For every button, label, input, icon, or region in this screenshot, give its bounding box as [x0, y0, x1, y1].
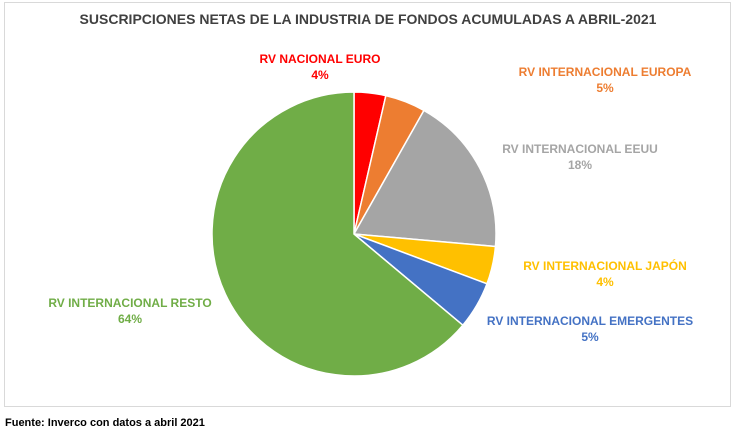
label-rv-internacional-europa-pct: 5%	[596, 81, 614, 95]
source-note: Fuente: Inverco con datos a abril 2021	[5, 417, 205, 429]
label-rv-internacional-eeuu: RV INTERNACIONAL EEUU 18%	[485, 141, 675, 173]
label-rv-internacional-emergentes-pct: 5%	[581, 330, 599, 344]
label-rv-internacional-eeuu-pct: 18%	[567, 158, 593, 172]
label-rv-internacional-europa: RV INTERNACIONAL EUROPA 5%	[500, 64, 710, 96]
pie-slice-rv-internacional-resto	[211, 91, 464, 377]
chart-title: SUSCRIPCIONES NETAS DE LA INDUSTRIA DE F…	[79, 11, 657, 27]
label-rv-internacional-resto-pct: 64%	[117, 312, 143, 326]
label-rv-internacional-eeuu-name: RV INTERNACIONAL EEUU	[502, 142, 658, 156]
label-rv-internacional-resto: RV INTERNACIONAL RESTO 64%	[35, 295, 225, 327]
label-rv-nacional-euro-name: RV NACIONAL EURO	[259, 52, 381, 66]
label-rv-internacional-europa-name: RV INTERNACIONAL EUROPA	[518, 65, 692, 79]
label-rv-internacional-japon-name: RV INTERNACIONAL JAPÓN	[523, 259, 687, 273]
label-rv-internacional-emergentes-name: RV INTERNACIONAL EMERGENTES	[486, 314, 694, 328]
label-rv-nacional-euro-pct: 4%	[311, 68, 329, 82]
label-rv-internacional-japon: RV INTERNACIONAL JAPÓN 4%	[505, 258, 705, 290]
label-rv-nacional-euro: RV NACIONAL EURO 4%	[230, 51, 410, 83]
label-rv-internacional-resto-name: RV INTERNACIONAL RESTO	[48, 296, 212, 310]
label-rv-internacional-emergentes: RV INTERNACIONAL EMERGENTES 5%	[475, 313, 705, 345]
label-rv-internacional-japon-pct: 4%	[596, 275, 614, 289]
pie-slice-rv-internacional-eeuu	[352, 109, 497, 248]
